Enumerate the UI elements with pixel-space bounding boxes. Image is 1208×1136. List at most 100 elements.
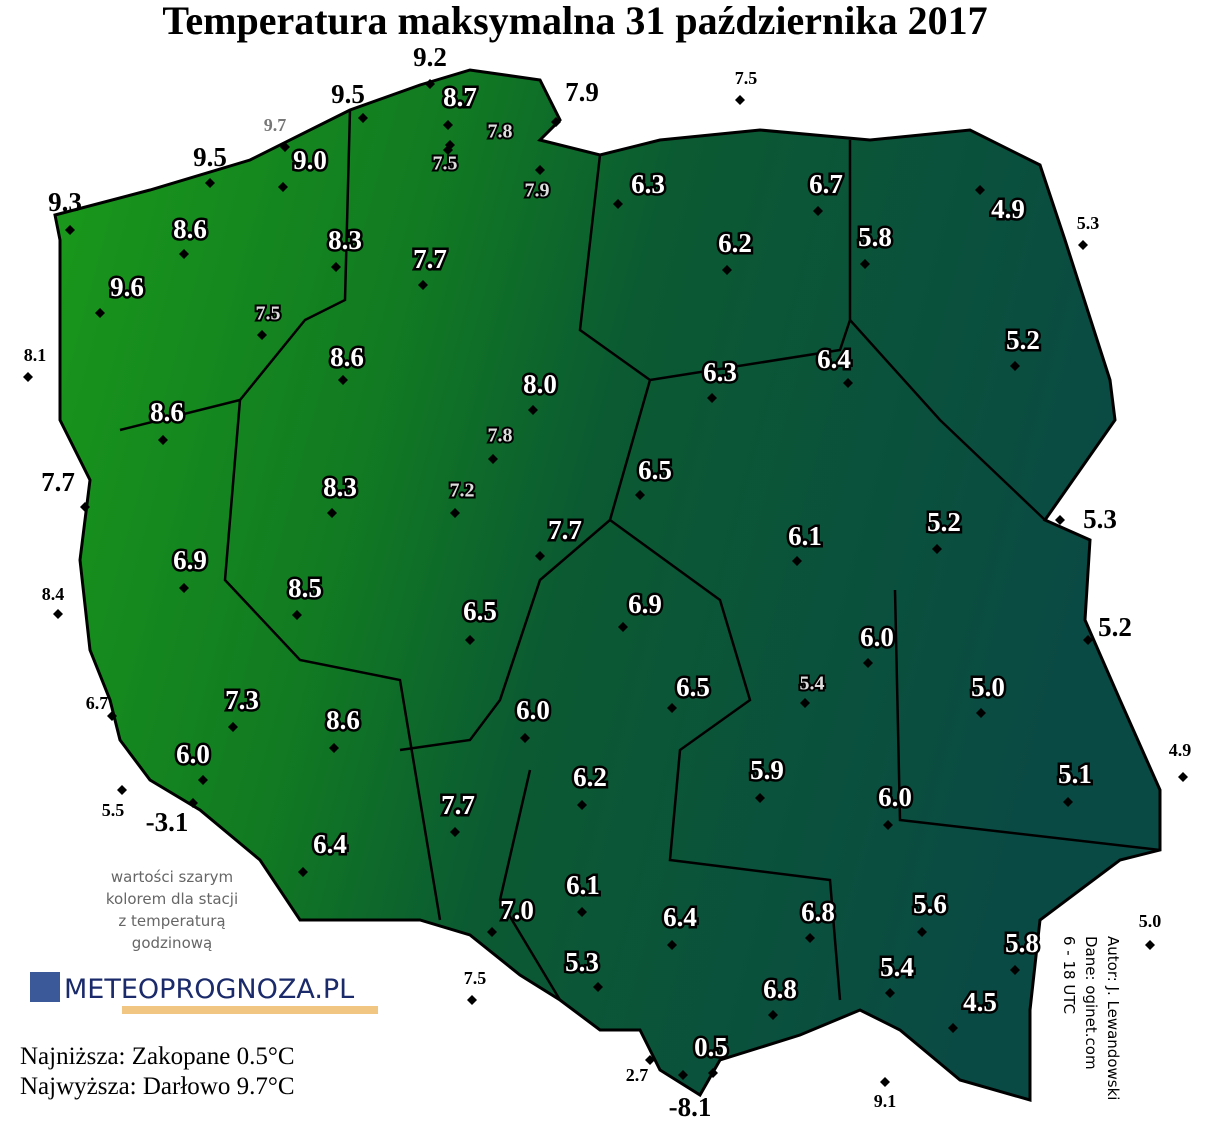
station-marker bbox=[948, 1023, 958, 1033]
station-value: 7.9 bbox=[565, 77, 599, 107]
station-value: 8.6 bbox=[326, 705, 360, 735]
station-marker bbox=[53, 609, 63, 619]
station-marker bbox=[1010, 965, 1020, 975]
station-value: 7.5 bbox=[433, 153, 458, 175]
station-value: 5.3 bbox=[1077, 213, 1100, 233]
station-marker bbox=[465, 635, 475, 645]
station-value: 6.8 bbox=[801, 897, 835, 927]
station-value: 5.3 bbox=[565, 947, 599, 977]
station-marker bbox=[975, 185, 985, 195]
station-marker bbox=[885, 988, 895, 998]
station-marker bbox=[635, 490, 645, 500]
station-marker bbox=[228, 722, 238, 732]
station-value: 0.5 bbox=[694, 1032, 728, 1062]
station-value: 4.5 bbox=[963, 987, 997, 1017]
station-value: 7.3 bbox=[225, 685, 259, 715]
station-value: 9.1 bbox=[874, 1091, 897, 1111]
station-marker bbox=[1010, 361, 1020, 371]
station-marker bbox=[667, 940, 677, 950]
station-value: 6.8 bbox=[763, 974, 797, 1004]
station-marker bbox=[117, 785, 127, 795]
summary-line: Najwyższa: Darłowo 9.7°C bbox=[20, 1073, 295, 1100]
station-value: 8.7 bbox=[443, 82, 477, 112]
station-value: 5.1 bbox=[1058, 759, 1092, 789]
station-marker bbox=[645, 1055, 655, 1065]
note-line: kolorem dla stacji bbox=[106, 890, 238, 908]
station-marker bbox=[577, 907, 587, 917]
station-marker bbox=[1063, 797, 1073, 807]
logo-bar bbox=[122, 1006, 378, 1014]
station-marker bbox=[1055, 515, 1065, 525]
station-marker bbox=[863, 658, 873, 668]
station-marker bbox=[280, 142, 290, 152]
station-value: 5.8 bbox=[1005, 928, 1039, 958]
station-value: 9.5 bbox=[331, 79, 365, 109]
station-value: 6.2 bbox=[718, 228, 752, 258]
title: Temperatura maksymalna 31 października 2… bbox=[162, 0, 987, 43]
station-value: 6.4 bbox=[663, 902, 697, 932]
station-marker bbox=[722, 265, 732, 275]
credit-line: Dane: oginet.com bbox=[1082, 936, 1100, 1070]
station-marker bbox=[1145, 940, 1155, 950]
station-value: 7.7 bbox=[413, 244, 447, 274]
station-value: 9.0 bbox=[293, 145, 327, 175]
station-value: 6.9 bbox=[173, 545, 207, 575]
station-marker bbox=[65, 225, 75, 235]
station-marker bbox=[813, 206, 823, 216]
station-marker bbox=[107, 711, 117, 721]
station-value: 5.0 bbox=[1139, 911, 1162, 931]
station-value: 6.5 bbox=[463, 596, 497, 626]
credits: Autor: J. Lewandowski Dane: oginet.com 6… bbox=[1060, 936, 1122, 1100]
station-value: 7.7 bbox=[548, 515, 582, 545]
note-line: godzinową bbox=[132, 934, 212, 952]
note-line: z temperaturą bbox=[118, 912, 225, 930]
station-value: 7.8 bbox=[488, 425, 513, 447]
station-marker bbox=[179, 249, 189, 259]
station-marker bbox=[618, 622, 628, 632]
station-value: 5.5 bbox=[102, 800, 125, 820]
station-marker bbox=[976, 708, 986, 718]
station-value: 5.6 bbox=[913, 889, 947, 919]
station-marker bbox=[488, 454, 498, 464]
station-value: 6.5 bbox=[676, 672, 710, 702]
station-value: 7.7 bbox=[441, 790, 475, 820]
station-marker bbox=[80, 502, 90, 512]
facebook-icon bbox=[30, 972, 60, 1002]
station-marker bbox=[520, 733, 530, 743]
station-marker bbox=[678, 1070, 688, 1080]
station-value: 7.5 bbox=[735, 68, 758, 88]
station-marker bbox=[528, 405, 538, 415]
station-marker bbox=[792, 556, 802, 566]
station-marker bbox=[487, 927, 497, 937]
station-value: 5.2 bbox=[1098, 612, 1132, 642]
logo: METEOPROGNOZA.PL bbox=[64, 974, 354, 1005]
station-value: 8.4 bbox=[42, 584, 65, 604]
station-value: 5.4 bbox=[880, 952, 914, 982]
station-value: 9.3 bbox=[48, 187, 82, 217]
station-marker bbox=[735, 95, 745, 105]
note-line: wartości szarym bbox=[111, 868, 233, 886]
station-marker bbox=[535, 551, 545, 561]
station-value: 6.0 bbox=[860, 622, 894, 652]
station-marker bbox=[198, 775, 208, 785]
station-value: 9.2 bbox=[413, 42, 447, 72]
station-value: 6.0 bbox=[878, 782, 912, 812]
station-marker bbox=[1083, 635, 1093, 645]
station-value: 6.3 bbox=[631, 169, 665, 199]
station-marker bbox=[338, 375, 348, 385]
station-marker bbox=[917, 927, 927, 937]
station-value: 8.3 bbox=[323, 472, 357, 502]
station-value: 6.5 bbox=[638, 455, 672, 485]
station-marker bbox=[768, 1010, 778, 1020]
station-value: 6.0 bbox=[516, 695, 550, 725]
station-marker bbox=[450, 827, 460, 837]
station-value: 8.6 bbox=[150, 397, 184, 427]
station-marker bbox=[1078, 240, 1088, 250]
station-value: 5.8 bbox=[858, 222, 892, 252]
station-value: 9.7 bbox=[264, 115, 287, 135]
station-value: 5.0 bbox=[971, 672, 1005, 702]
station-value: 7.5 bbox=[256, 303, 281, 325]
station-value: 6.0 bbox=[176, 739, 210, 769]
station-marker bbox=[708, 1068, 718, 1078]
station-value: 5.4 bbox=[800, 673, 825, 695]
